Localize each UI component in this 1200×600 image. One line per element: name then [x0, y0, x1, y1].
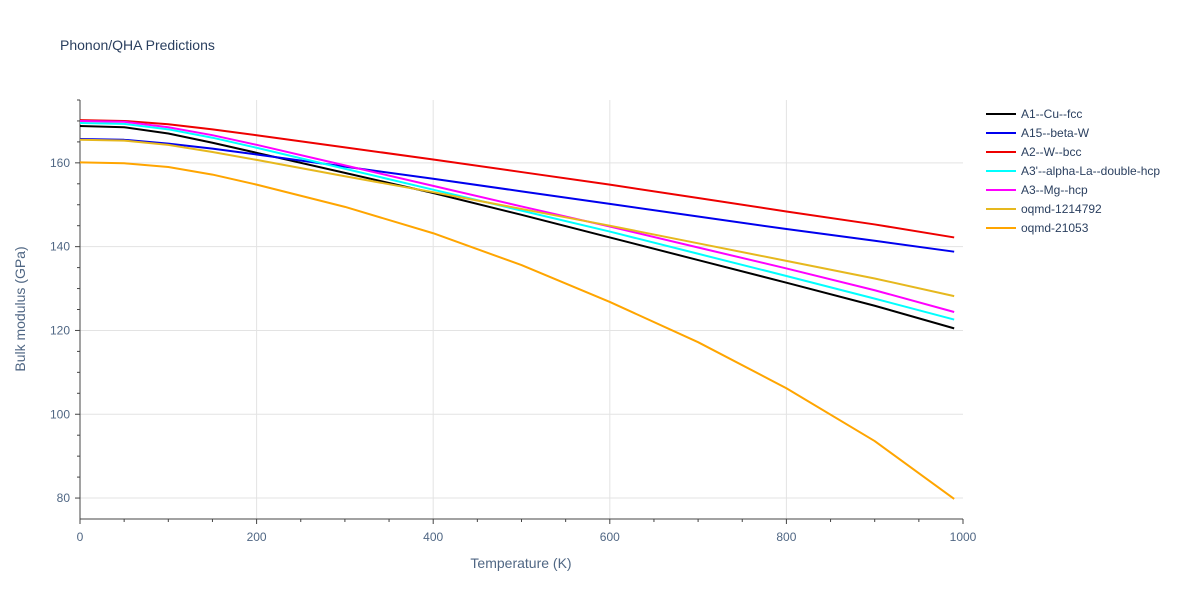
legend: A1--Cu--fcc A15--beta-W A2--W--bcc A3'--alp…: [986, 107, 1160, 235]
x-axis-title: Temperature (K): [470, 555, 571, 571]
series-line-A15--beta-W[interactable]: [79, 137, 955, 253]
legend-item[interactable]: A2--W--bcc: [986, 145, 1081, 159]
legend-item[interactable]: A15--beta-W: [986, 126, 1090, 140]
chart-title: Phonon/QHA Predictions: [60, 37, 215, 53]
x-tick-label: 800: [776, 530, 796, 544]
y-axis-ticks: 80 100 120 140 160: [50, 156, 70, 505]
y-tick-label: 100: [50, 407, 70, 421]
series-line-A2--W--bcc[interactable]: [79, 119, 955, 239]
x-tick-label: 200: [247, 530, 267, 544]
legend-item[interactable]: oqmd-21053: [986, 221, 1089, 235]
series-line-oqmd-1214792[interactable]: [79, 138, 955, 298]
x-axis-ticks: 0 200 400 600 800 1000: [77, 530, 977, 544]
legend-item[interactable]: oqmd-1214792: [986, 202, 1102, 216]
y-tick-label: 160: [50, 156, 70, 170]
x-tick-label: 0: [77, 530, 84, 544]
y-axis-title: Bulk modulus (GPa): [12, 246, 28, 371]
legend-label: A3--Mg--hcp: [1021, 183, 1088, 197]
legend-item[interactable]: A1--Cu--fcc: [986, 107, 1082, 121]
legend-label: A1--Cu--fcc: [1021, 107, 1082, 121]
y-tick-label: 80: [57, 491, 71, 505]
y-tick-label: 140: [50, 240, 70, 254]
legend-label: oqmd-21053: [1021, 221, 1089, 235]
grid-lines: [80, 100, 963, 519]
series-line-A1--Cu--fcc[interactable]: [79, 124, 955, 330]
legend-item[interactable]: A3--Mg--hcp: [986, 183, 1088, 197]
y-tick-label: 120: [50, 323, 70, 337]
legend-item[interactable]: A3'--alpha-La--double-hcp: [986, 164, 1160, 178]
series-line-oqmd-21053[interactable]: [79, 161, 955, 500]
axes: [75, 99, 964, 524]
x-tick-label: 600: [600, 530, 620, 544]
x-tick-label: 400: [423, 530, 443, 544]
series-line-A3--Mg--hcp[interactable]: [79, 119, 955, 313]
legend-label: A3'--alpha-La--double-hcp: [1021, 164, 1160, 178]
x-tick-label: 1000: [950, 530, 977, 544]
legend-label: oqmd-1214792: [1021, 202, 1102, 216]
legend-label: A15--beta-W: [1021, 126, 1090, 140]
plot-area[interactable]: [79, 119, 955, 500]
series-line-A3'--alpha-La--double-hcp[interactable]: [79, 122, 955, 321]
legend-label: A2--W--bcc: [1021, 145, 1081, 159]
